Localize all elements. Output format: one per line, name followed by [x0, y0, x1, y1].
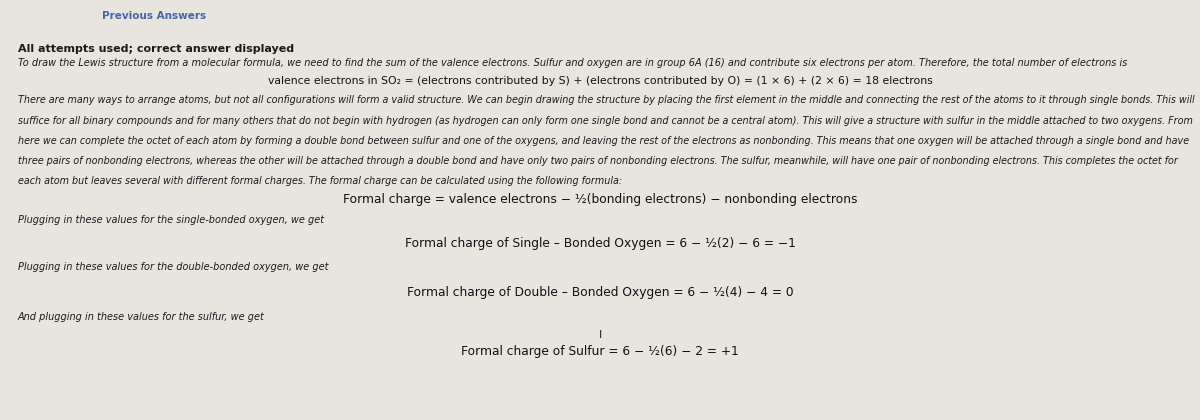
Text: each atom but leaves several with different formal charges. The formal charge ca: each atom but leaves several with differ…: [18, 176, 622, 186]
Text: To draw the Lewis structure from a molecular formula, we need to find the sum of: To draw the Lewis structure from a molec…: [18, 58, 1127, 68]
Text: Plugging in these values for the single-bonded oxygen, we get: Plugging in these values for the single-…: [18, 215, 324, 225]
Text: And plugging in these values for the sulfur, we get: And plugging in these values for the sul…: [18, 312, 265, 322]
Text: I: I: [599, 330, 601, 340]
Text: Formal charge of Sulfur = 6 − ½(6) − 2 = +1: Formal charge of Sulfur = 6 − ½(6) − 2 =…: [461, 345, 739, 358]
Text: suffice for all binary compounds and for many others that do not begin with hydr: suffice for all binary compounds and for…: [18, 116, 1193, 126]
Text: There are many ways to arrange atoms, but not all configurations will form a val: There are many ways to arrange atoms, bu…: [18, 95, 1195, 105]
Text: valence electrons in SO₂ = (electrons contributed by S) + (electrons contributed: valence electrons in SO₂ = (electrons co…: [268, 76, 932, 86]
Text: Formal charge = valence electrons − ½(bonding electrons) − nonbonding electrons: Formal charge = valence electrons − ½(bo…: [343, 193, 857, 206]
Text: Formal charge of Single – Bonded Oxygen = 6 − ½(2) − 6 = −1: Formal charge of Single – Bonded Oxygen …: [404, 237, 796, 250]
Text: All attempts used; correct answer displayed: All attempts used; correct answer displa…: [18, 44, 294, 54]
Text: here we can complete the octet of each atom by forming a double bond between sul: here we can complete the octet of each a…: [18, 136, 1189, 146]
Text: three pairs of nonbonding electrons, whereas the other will be attached through : three pairs of nonbonding electrons, whe…: [18, 156, 1178, 166]
Text: Formal charge of Double – Bonded Oxygen = 6 − ½(4) − 4 = 0: Formal charge of Double – Bonded Oxygen …: [407, 286, 793, 299]
Text: Plugging in these values for the double-bonded oxygen, we get: Plugging in these values for the double-…: [18, 262, 329, 273]
Text: Previous Answers: Previous Answers: [102, 10, 206, 21]
